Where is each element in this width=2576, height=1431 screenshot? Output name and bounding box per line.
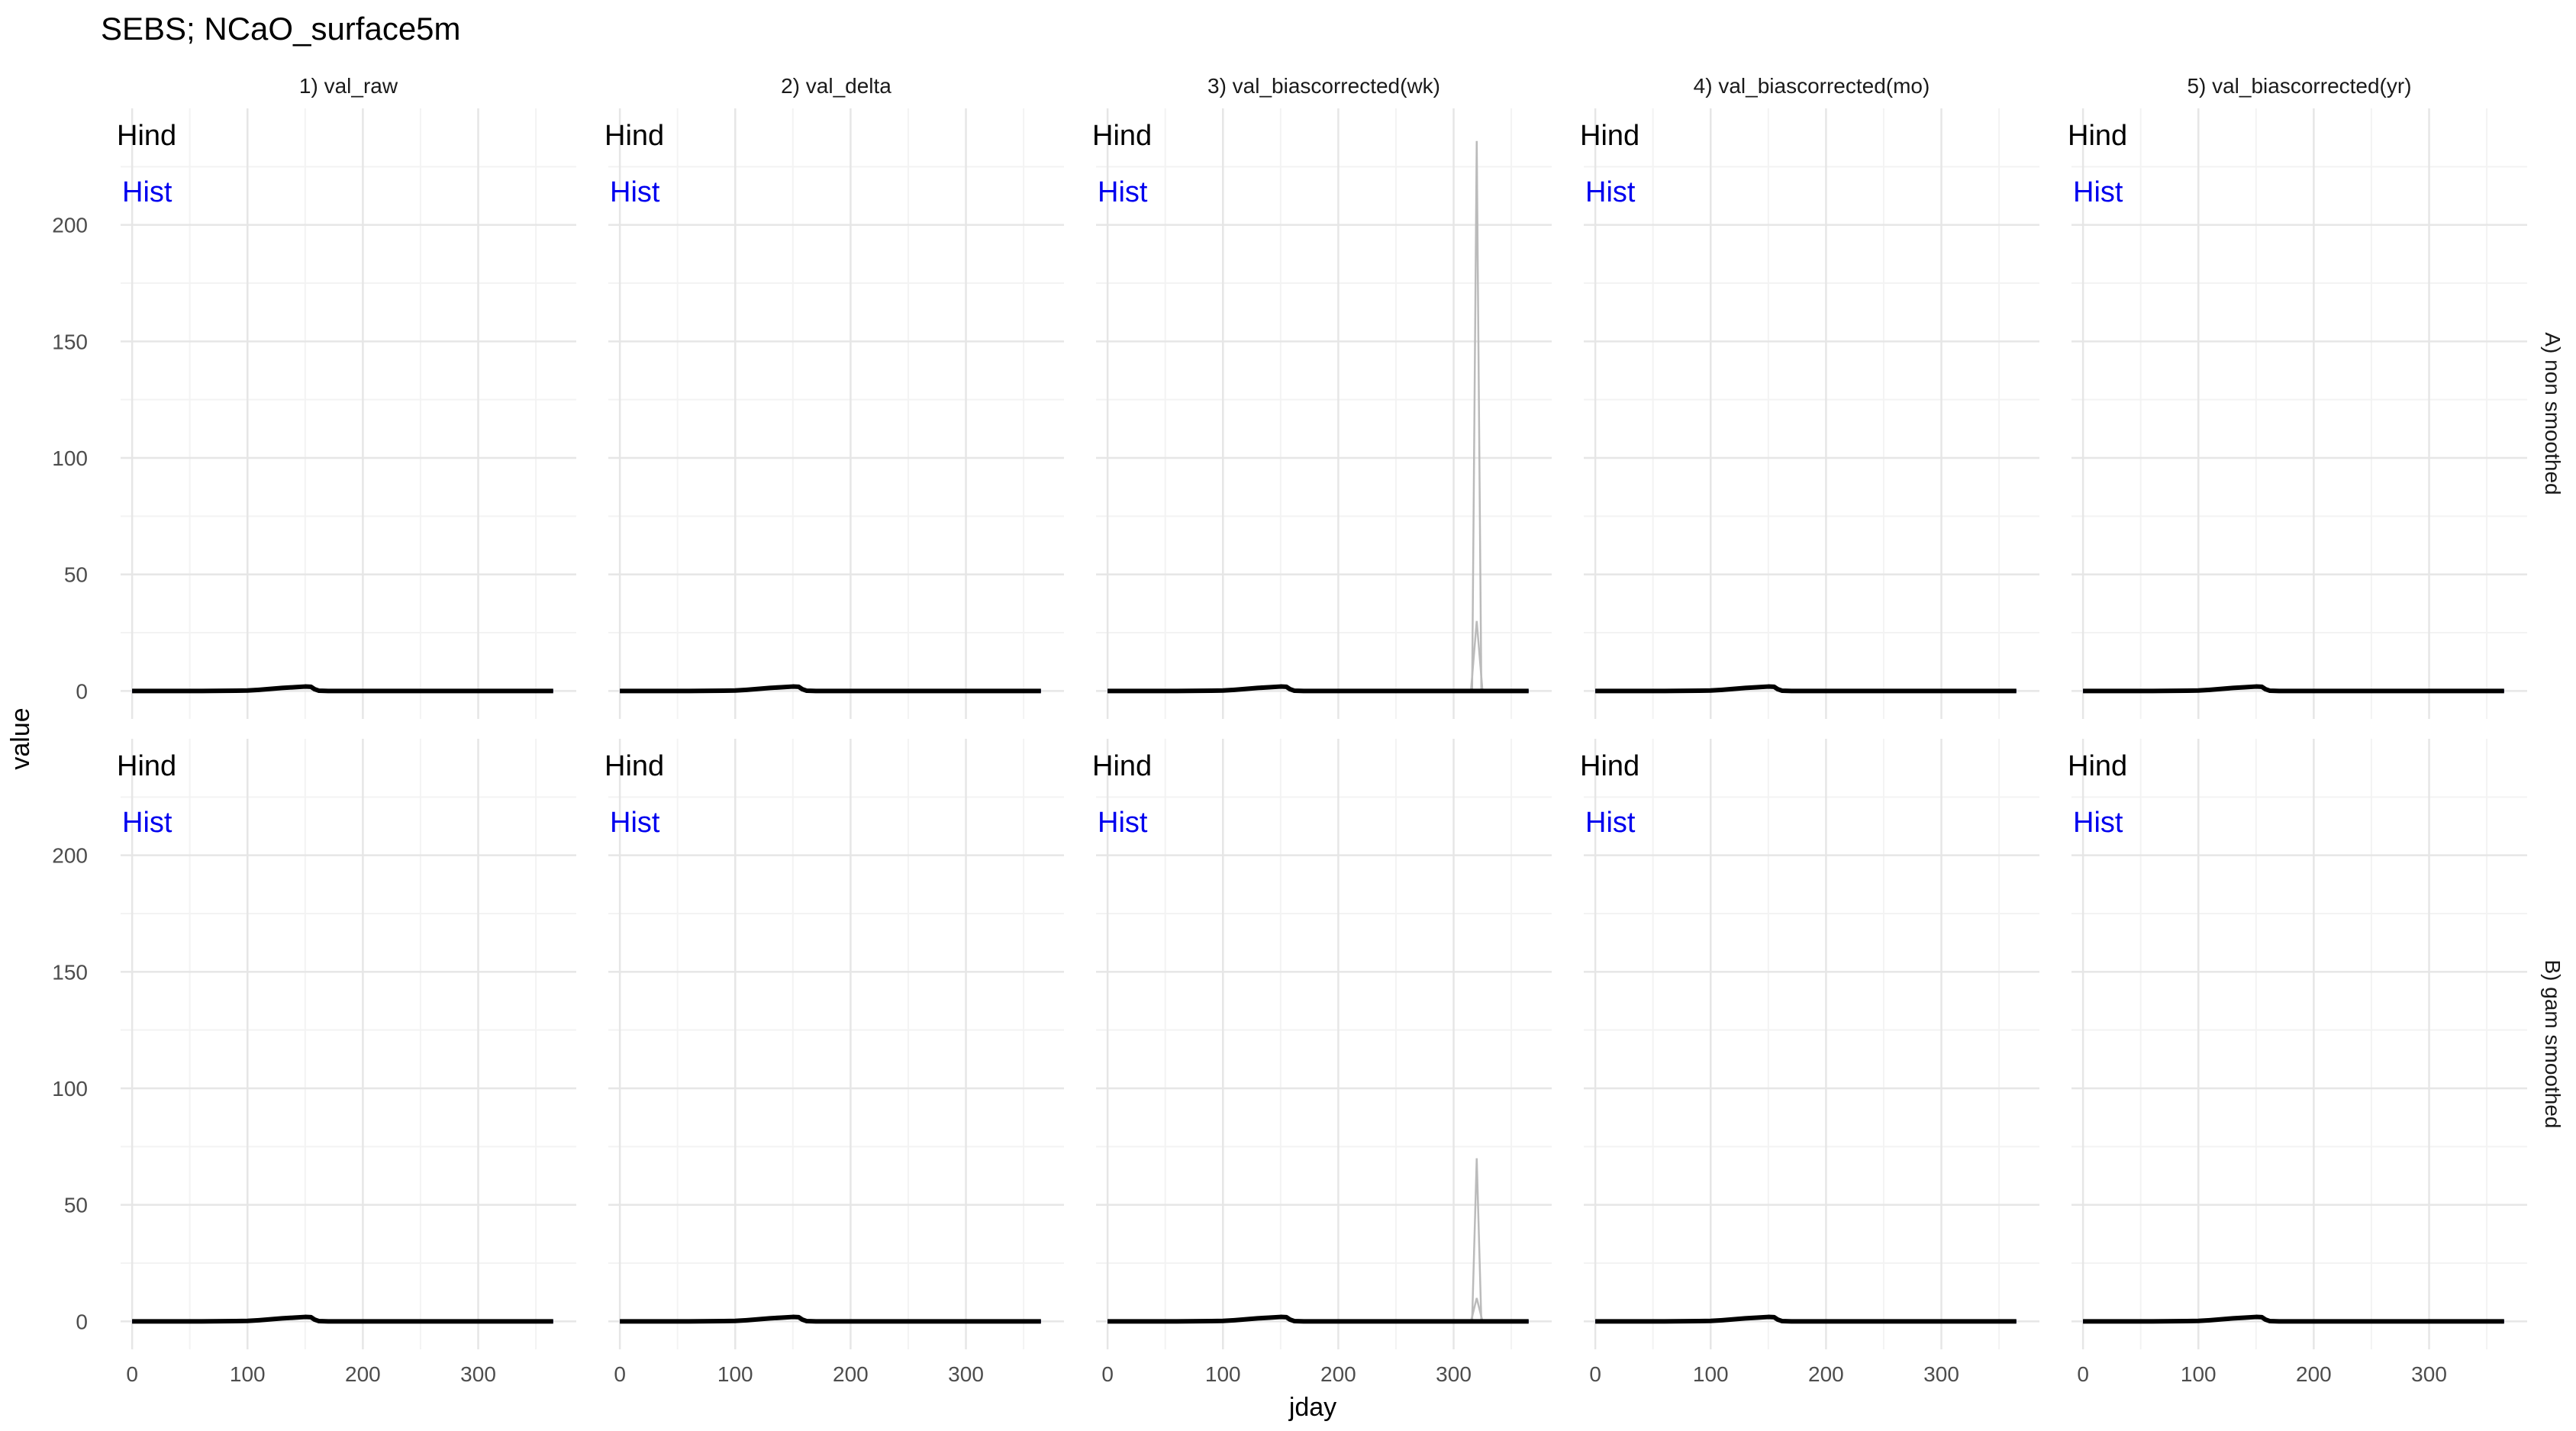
annotation-hist: Hist	[122, 807, 172, 839]
annotation-hist: Hist	[122, 176, 172, 208]
annotation-hist: Hist	[2073, 807, 2123, 839]
facet-column-label: 4) val_biascorrected(mo)	[1694, 74, 1930, 98]
series-line-hind	[620, 1314, 1041, 1324]
annotation-hind: Hind	[1092, 750, 1152, 782]
series-line-hind	[1107, 1314, 1529, 1324]
facet-panel: Hind Hist	[2068, 108, 2527, 719]
x-tick-label: 0	[126, 1362, 138, 1386]
spike-line	[1465, 140, 1488, 692]
facet-panel: Hind Hist	[117, 108, 576, 719]
annotation-hind: Hind	[1580, 120, 1639, 152]
annotation-hist: Hist	[610, 807, 660, 839]
facet-panel: Hind Hist	[1580, 739, 2039, 1349]
x-tick-label: 200	[1320, 1362, 1356, 1386]
facet-panel: Hind Hist	[2068, 739, 2527, 1349]
x-tick-label: 200	[2296, 1362, 2332, 1386]
facet-row-label: B) gam smoothed	[2541, 960, 2565, 1129]
spike-line	[1465, 1297, 1488, 1323]
annotation-hind: Hind	[117, 750, 176, 782]
x-tick-label: 100	[1205, 1362, 1241, 1386]
y-tick-label: 100	[52, 446, 88, 470]
facet-column-label: 3) val_biascorrected(wk)	[1207, 74, 1440, 98]
x-tick-label: 300	[948, 1362, 984, 1386]
y-tick-label: 150	[52, 960, 88, 984]
annotation-hind: Hind	[1092, 120, 1152, 152]
x-tick-label: 100	[2181, 1362, 2217, 1386]
annotation-hist: Hist	[1585, 807, 1636, 839]
x-tick-label: 200	[345, 1362, 381, 1386]
annotation-hind: Hind	[605, 750, 664, 782]
y-tick-label: 100	[52, 1077, 88, 1101]
annotation-hind: Hind	[117, 120, 176, 152]
y-tick-label: 50	[64, 1194, 88, 1217]
series-line-hind	[1107, 684, 1529, 694]
facet-column-label: 2) val_delta	[781, 74, 891, 98]
annotation-hist: Hist	[2073, 176, 2123, 208]
facet-column-label: 1) val_raw	[299, 74, 398, 98]
x-tick-label: 300	[1923, 1362, 1959, 1386]
x-tick-label: 0	[1589, 1362, 1601, 1386]
series-line-hind	[2083, 1314, 2504, 1324]
x-tick-label: 300	[1436, 1362, 1472, 1386]
x-tick-label: 300	[2411, 1362, 2447, 1386]
facet-column-label: 5) val_biascorrected(yr)	[2187, 74, 2411, 98]
x-tick-label: 100	[1693, 1362, 1729, 1386]
series-line-hind	[2083, 684, 2504, 694]
series-line-hind	[132, 1314, 553, 1324]
x-tick-label: 100	[230, 1362, 266, 1386]
y-tick-label: 200	[52, 214, 88, 237]
y-tick-label: 0	[76, 679, 88, 703]
series-line-hind	[1595, 684, 2017, 694]
x-tick-label: 0	[2077, 1362, 2089, 1386]
annotation-hind: Hind	[2068, 120, 2127, 152]
x-tick-label: 200	[1808, 1362, 1844, 1386]
spike-line	[1465, 620, 1488, 692]
annotation-hist: Hist	[1098, 807, 1148, 839]
facet-panel: Hind Hist	[605, 739, 1064, 1349]
facet-panel: Hind Hist	[1092, 739, 1552, 1349]
annotation-hind: Hind	[1580, 750, 1639, 782]
facet-panel: Hind Hist	[1092, 108, 1552, 719]
x-tick-label: 0	[614, 1362, 626, 1386]
annotation-hist: Hist	[1098, 176, 1148, 208]
facet-row-label: A) non smoothed	[2541, 332, 2565, 495]
x-tick-label: 100	[717, 1362, 753, 1386]
chart-title: SEBS; NCaO_surface5m	[101, 11, 461, 47]
y-axis-label: value	[6, 707, 35, 769]
y-tick-label: 200	[52, 844, 88, 868]
x-axis-label: jday	[1288, 1393, 1336, 1422]
series-line-hind	[1595, 1314, 2017, 1324]
y-tick-label: 50	[64, 563, 88, 587]
x-tick-label: 300	[460, 1362, 496, 1386]
annotation-hind: Hind	[2068, 750, 2127, 782]
facet-panel: Hind Hist	[605, 108, 1064, 719]
annotation-hind: Hind	[605, 120, 664, 152]
series-line-hind	[620, 684, 1041, 694]
facet-panel: Hind Hist	[1580, 108, 2039, 719]
annotation-hist: Hist	[1585, 176, 1636, 208]
y-tick-label: 0	[76, 1310, 88, 1333]
annotation-hist: Hist	[610, 176, 660, 208]
series-line-hind	[132, 684, 553, 694]
facet-grid: 1) val_raw 2) val_delta 3) val_biascorrect…	[52, 74, 2565, 1386]
x-tick-label: 0	[1101, 1362, 1114, 1386]
facet-panel: Hind Hist	[117, 739, 576, 1349]
x-tick-label: 200	[833, 1362, 869, 1386]
y-tick-label: 150	[52, 330, 88, 353]
spike-line	[1465, 1158, 1488, 1323]
